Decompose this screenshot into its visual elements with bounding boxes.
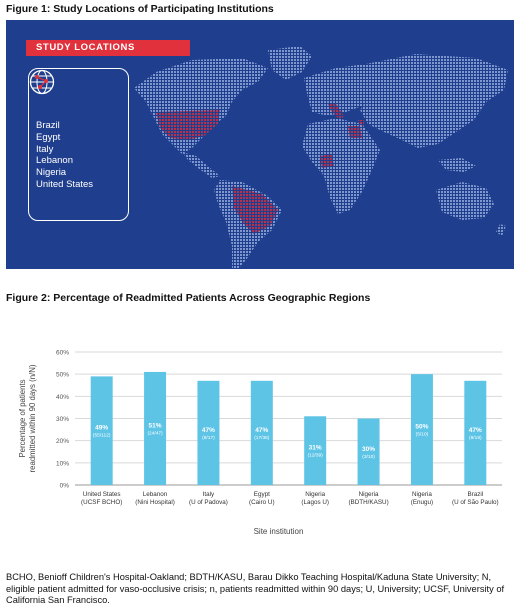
x-axis-title: Site institution bbox=[254, 527, 304, 536]
footnote: BCHO, Benioff Children's Hospital-Oaklan… bbox=[6, 572, 505, 606]
bar-value-label: 51% bbox=[149, 422, 162, 429]
location-item: Brazil bbox=[36, 120, 60, 131]
highlight-brazil bbox=[232, 186, 278, 234]
highlight-united-states bbox=[156, 110, 220, 140]
bar-count-label: (9/19) bbox=[469, 435, 482, 441]
location-item: Nigeria bbox=[36, 167, 67, 179]
x-tick-label: Nigeria bbox=[305, 491, 325, 498]
bar bbox=[90, 376, 113, 485]
bar-count-label: (5/10) bbox=[416, 432, 429, 438]
bar-value-label: 50% bbox=[415, 424, 428, 431]
locations-legend-box: Brazil Egypt Italy Lebanon Nigeria Unite… bbox=[28, 68, 129, 221]
bar-count-label: (12/39) bbox=[308, 453, 324, 459]
land-africa bbox=[302, 118, 380, 214]
x-tick-sublabel: (BDTH/KASU) bbox=[348, 499, 388, 506]
bar-count-label: (55/112) bbox=[93, 433, 111, 439]
y-tick-label: 50% bbox=[56, 372, 69, 379]
readmission-bar-chart: 0% 10% 20% 30% 40% 50% 60% 49%(55/112) United St… bbox=[18, 350, 502, 536]
y-tick-label: 40% bbox=[56, 394, 69, 401]
location-item: Lebanon bbox=[36, 155, 73, 167]
x-tick-label: Lebanon bbox=[143, 491, 168, 498]
x-tick-sublabel: (Nini Hospital) bbox=[135, 499, 175, 506]
bar bbox=[250, 380, 273, 485]
study-locations-banner: STUDY LOCATIONS bbox=[26, 40, 190, 56]
bar-count-label: (8/17) bbox=[202, 435, 215, 441]
x-tick-label: Nigeria bbox=[412, 491, 432, 498]
y-tick-label: 20% bbox=[56, 438, 69, 445]
location-item: Egypt bbox=[36, 131, 61, 143]
highlight-italy bbox=[328, 104, 344, 120]
figure2-title: Figure 2: Percentage of Readmitted Patie… bbox=[6, 292, 371, 304]
x-tick-label: Brazil bbox=[467, 491, 483, 498]
y-tick-label: 10% bbox=[56, 460, 69, 467]
x-tick-label: Egypt bbox=[254, 491, 270, 498]
y-tick-label: 0% bbox=[60, 483, 70, 490]
y-axis-title: Percentage of patients bbox=[18, 379, 27, 457]
x-tick-sublabel: (UCSF BCHO) bbox=[81, 499, 122, 506]
banner-label: STUDY LOCATIONS bbox=[36, 42, 135, 53]
bar-count-label: (24/47) bbox=[147, 430, 163, 436]
figure1-title: Figure 1: Study Locations of Participati… bbox=[6, 3, 274, 15]
bar bbox=[410, 374, 433, 485]
land-australia bbox=[436, 182, 494, 220]
land-asia bbox=[360, 54, 508, 148]
bar-value-label: 30% bbox=[362, 446, 375, 453]
highlight-nigeria bbox=[320, 154, 334, 168]
bar-value-label: 47% bbox=[469, 427, 482, 434]
location-item: Italy bbox=[36, 143, 54, 155]
land-se-asia-islands bbox=[438, 158, 476, 172]
x-tick-sublabel: (U of Padova) bbox=[189, 499, 228, 506]
x-tick-sublabel: (Enugu) bbox=[411, 499, 433, 506]
bar-value-label: 49% bbox=[95, 425, 108, 432]
x-tick-label: Nigeria bbox=[359, 491, 379, 498]
globe-network-icon bbox=[29, 69, 55, 95]
x-tick-sublabel: (U of São Paulo) bbox=[452, 499, 499, 506]
bar bbox=[304, 416, 327, 485]
y-tick-label: 60% bbox=[56, 350, 69, 357]
bar-count-label: (17/36) bbox=[254, 435, 270, 441]
bar bbox=[464, 380, 487, 485]
x-tick-label: United States bbox=[83, 491, 121, 498]
y-axis-title-line2: readmitted within 90 days (n/N) bbox=[28, 364, 37, 472]
world-map bbox=[134, 46, 508, 269]
land-central-america bbox=[182, 152, 220, 178]
land-greenland bbox=[268, 46, 312, 80]
bar-value-label: 47% bbox=[255, 427, 268, 434]
land-north-america bbox=[134, 58, 268, 154]
x-tick-sublabel: (Lagos U) bbox=[301, 499, 329, 506]
land-europe bbox=[304, 64, 378, 116]
bar bbox=[144, 371, 167, 485]
bar bbox=[197, 380, 220, 485]
bar bbox=[357, 418, 380, 485]
bar-count-label: (3/10) bbox=[362, 454, 375, 460]
highlight-egypt bbox=[348, 126, 362, 138]
locations-list: Brazil Egypt Italy Lebanon Nigeria Unite… bbox=[36, 120, 93, 191]
x-tick-label: Italy bbox=[203, 491, 215, 498]
location-item: United States bbox=[36, 178, 94, 190]
bar-value-label: 47% bbox=[202, 427, 215, 434]
land-new-zealand bbox=[496, 224, 506, 236]
x-tick-sublabel: (Cairo U) bbox=[249, 499, 275, 506]
y-tick-label: 30% bbox=[56, 416, 69, 423]
study-locations-map: STUDY LOCATIONS Brazil Egypt Italy Leban… bbox=[6, 20, 514, 269]
bar-value-label: 31% bbox=[309, 445, 322, 452]
